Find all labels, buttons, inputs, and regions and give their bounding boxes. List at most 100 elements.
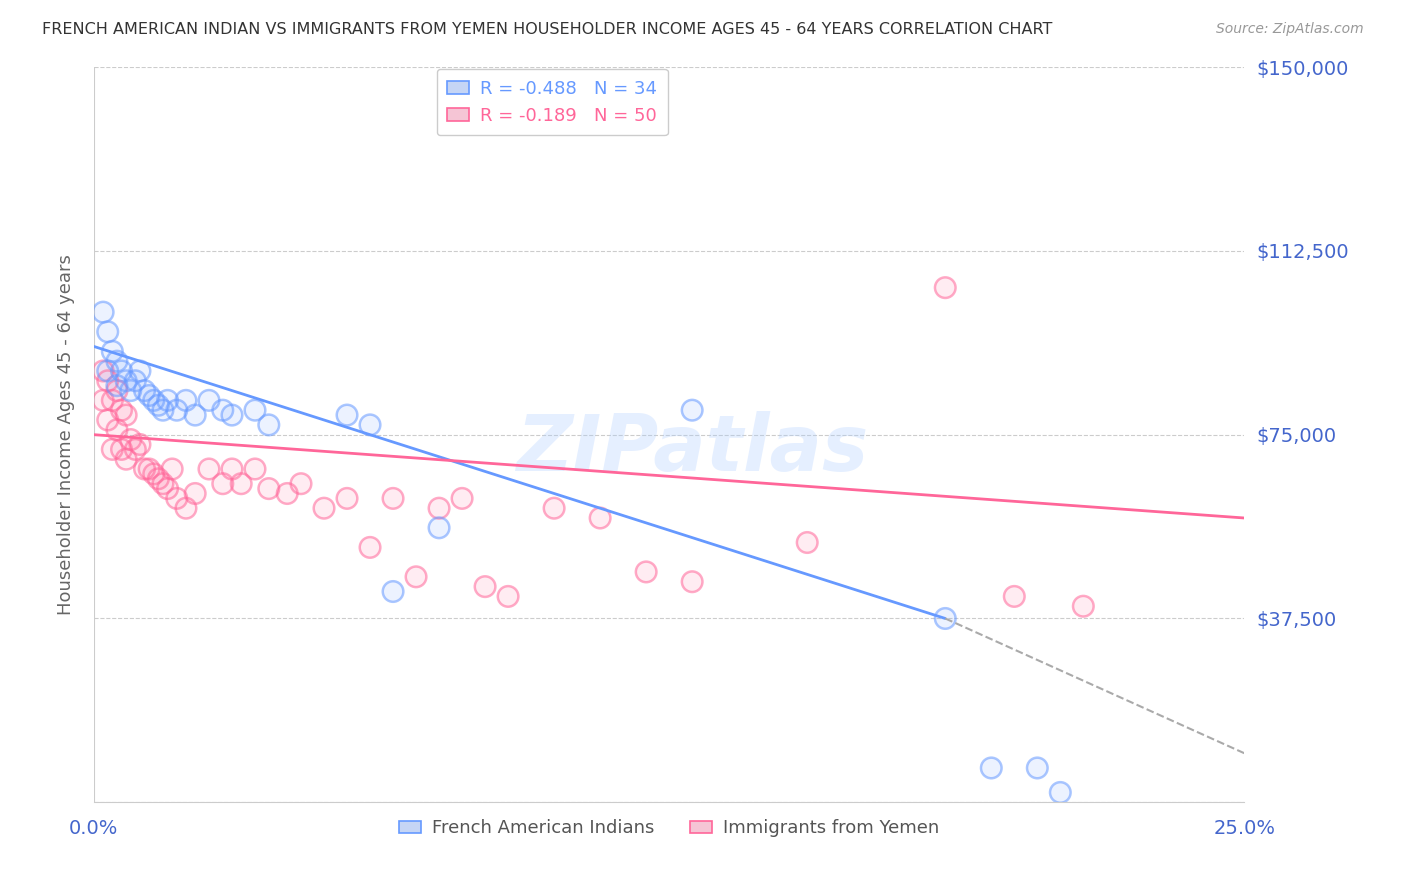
Point xyxy=(110,442,132,457)
Point xyxy=(427,501,450,516)
Point xyxy=(980,761,1002,775)
Point xyxy=(243,403,266,417)
Point xyxy=(174,393,197,408)
Point xyxy=(336,408,359,422)
Point xyxy=(156,393,179,408)
Point xyxy=(681,574,703,589)
Point xyxy=(115,408,138,422)
Point xyxy=(97,364,120,378)
Point xyxy=(184,408,207,422)
Point xyxy=(198,462,221,476)
Point xyxy=(427,521,450,535)
Point xyxy=(934,280,956,294)
Point xyxy=(101,344,124,359)
Point xyxy=(211,476,233,491)
Point xyxy=(105,354,128,368)
Point xyxy=(124,442,146,457)
Point xyxy=(496,590,519,604)
Point xyxy=(138,388,160,402)
Point xyxy=(934,611,956,625)
Point xyxy=(110,364,132,378)
Point xyxy=(91,364,114,378)
Legend: French American Indians, Immigrants from Yemen: French American Indians, Immigrants from… xyxy=(392,813,946,845)
Point xyxy=(184,486,207,500)
Point xyxy=(105,384,128,398)
Point xyxy=(160,462,183,476)
Point xyxy=(115,374,138,388)
Point xyxy=(636,565,658,579)
Point xyxy=(543,501,565,516)
Point xyxy=(681,574,703,589)
Point xyxy=(105,423,128,437)
Point xyxy=(231,476,253,491)
Point xyxy=(276,486,298,500)
Point xyxy=(312,501,335,516)
Point xyxy=(474,580,496,594)
Point xyxy=(105,378,128,392)
Point xyxy=(152,476,174,491)
Point xyxy=(91,393,114,408)
Point xyxy=(97,364,120,378)
Point xyxy=(543,501,565,516)
Point xyxy=(105,384,128,398)
Point xyxy=(129,437,152,451)
Point xyxy=(257,482,280,496)
Point xyxy=(221,462,243,476)
Point xyxy=(142,393,165,408)
Point xyxy=(101,344,124,359)
Point xyxy=(681,403,703,417)
Point xyxy=(91,305,114,319)
Point xyxy=(134,462,156,476)
Point xyxy=(115,452,138,467)
Point xyxy=(243,462,266,476)
Point xyxy=(359,541,381,555)
Point xyxy=(110,442,132,457)
Point xyxy=(152,403,174,417)
Point xyxy=(156,393,179,408)
Point xyxy=(134,462,156,476)
Point xyxy=(156,482,179,496)
Point xyxy=(382,584,405,599)
Point xyxy=(796,535,818,549)
Point xyxy=(934,280,956,294)
Point xyxy=(174,501,197,516)
Text: ZIPatlas: ZIPatlas xyxy=(516,411,869,487)
Point xyxy=(142,467,165,481)
Point xyxy=(101,442,124,457)
Point xyxy=(336,491,359,506)
Point xyxy=(257,417,280,432)
Point xyxy=(110,403,132,417)
Point xyxy=(257,482,280,496)
Point xyxy=(221,408,243,422)
Point xyxy=(382,491,405,506)
Point xyxy=(91,393,114,408)
Point xyxy=(152,476,174,491)
Point xyxy=(359,417,381,432)
Point xyxy=(382,584,405,599)
Point xyxy=(148,398,170,412)
Point xyxy=(496,590,519,604)
Point xyxy=(124,374,146,388)
Point xyxy=(211,403,233,417)
Point xyxy=(166,491,188,506)
Point xyxy=(1002,590,1025,604)
Point xyxy=(97,413,120,427)
Point xyxy=(120,433,142,447)
Point xyxy=(336,491,359,506)
Point xyxy=(359,417,381,432)
Y-axis label: Householder Income Ages 45 - 64 years: Householder Income Ages 45 - 64 years xyxy=(58,254,75,615)
Point xyxy=(120,384,142,398)
Point xyxy=(97,413,120,427)
Point xyxy=(110,403,132,417)
Point xyxy=(474,580,496,594)
Text: FRENCH AMERICAN INDIAN VS IMMIGRANTS FROM YEMEN HOUSEHOLDER INCOME AGES 45 - 64 : FRENCH AMERICAN INDIAN VS IMMIGRANTS FRO… xyxy=(42,22,1053,37)
Point xyxy=(148,398,170,412)
Point xyxy=(1073,599,1095,614)
Point xyxy=(91,305,114,319)
Point xyxy=(97,374,120,388)
Point xyxy=(796,535,818,549)
Point xyxy=(1049,785,1071,799)
Point xyxy=(312,501,335,516)
Point xyxy=(405,570,427,584)
Point xyxy=(166,491,188,506)
